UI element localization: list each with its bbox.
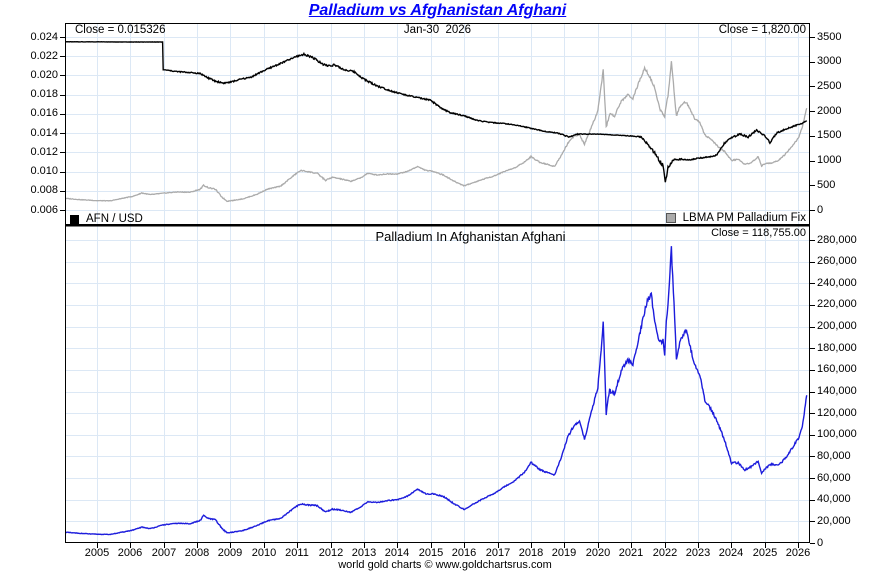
x-axis-year-label: 2012 <box>318 547 344 559</box>
bottom-right-axis-tick-label: 200,000 <box>817 320 857 332</box>
top-left-axis-tick-label: 0.014 <box>30 127 58 139</box>
x-axis-year-label: 2022 <box>652 547 678 559</box>
x-axis-year-label: 2016 <box>451 547 477 559</box>
top-right-axis-tick-label: 0 <box>817 204 824 216</box>
axis-ticks <box>60 37 815 548</box>
top-left-axis-tick-label: 0.020 <box>30 69 58 81</box>
x-axis-year-label: 2015 <box>418 547 444 559</box>
x-axis-year-label: 2008 <box>184 547 210 559</box>
palladium-afn-series-line <box>65 246 808 536</box>
bottom-right-axis-tick-label: 80,000 <box>817 450 851 462</box>
bottom-right-axis-tick-label: 140,000 <box>817 385 857 397</box>
bottom-right-axis-tick-label: 180,000 <box>817 342 857 354</box>
bottom-right-axis-tick-label: 60,000 <box>817 472 851 484</box>
top-right-axis-tick-label: 2500 <box>817 80 842 92</box>
legend-afn-usd: AFN / USD <box>70 213 143 225</box>
x-axis-year-label: 2005 <box>84 547 110 559</box>
x-axis-year-label: 2025 <box>752 547 778 559</box>
bottom-panel-close-label: Close = 118,755.00 <box>711 227 806 239</box>
top-left-axis-tick-label: 0.016 <box>30 107 58 119</box>
top-left-axis-tick-label: 0.012 <box>30 146 58 158</box>
bottom-right-axis-tick-label: 100,000 <box>817 428 857 440</box>
bottom-panel-title: Palladium In Afghanistan Afghani <box>375 229 566 244</box>
x-axis-year-label: 2023 <box>685 547 711 559</box>
top-right-axis-tick-label: 2000 <box>817 105 842 117</box>
top-panel-close-right-label: Close = 1,820.00 <box>718 24 806 36</box>
afn-usd-series-line <box>65 40 808 183</box>
page-title: Palladium vs Afghanistan Afghani <box>308 2 567 19</box>
top-left-axis-tick-label: 0.008 <box>30 184 58 196</box>
bottom-right-axis-tick-label: 120,000 <box>817 407 857 419</box>
x-axis-year-label: 2010 <box>251 547 277 559</box>
x-axis-year-label: 2020 <box>585 547 611 559</box>
x-axis-year-label: 2013 <box>351 547 377 559</box>
x-axis-year-label: 2006 <box>117 547 143 559</box>
bottom-right-axis-tick-label: 0 <box>817 537 824 549</box>
top-left-axis-tick-label: 0.010 <box>30 165 58 177</box>
top-right-axis-tick-label: 1500 <box>817 129 842 141</box>
x-axis-year-label: 2009 <box>217 547 243 559</box>
date-label: Jan-30 2026 <box>403 24 472 36</box>
afn-usd-swatch-icon <box>70 214 79 224</box>
panel-frames <box>65 23 810 543</box>
x-axis-year-label: 2014 <box>384 547 410 559</box>
x-axis-year-label: 2018 <box>518 547 544 559</box>
legend-lbma-palladium-label: LBMA PM Palladium Fix <box>682 212 806 224</box>
bottom-right-axis-tick-label: 240,000 <box>817 277 857 289</box>
bottom-right-axis-tick-label: 220,000 <box>817 298 857 310</box>
bottom-right-axis-tick-label: 40,000 <box>817 493 851 505</box>
x-axis-year-label: 2026 <box>785 547 811 559</box>
top-left-axis-tick-label: 0.018 <box>30 88 58 100</box>
legend-afn-usd-label: AFN / USD <box>86 213 143 225</box>
x-axis-year-label: 2021 <box>618 547 644 559</box>
bottom-right-axis-tick-label: 260,000 <box>817 255 857 267</box>
top-left-axis-tick-label: 0.006 <box>30 204 58 216</box>
palladium-usd-series-line <box>65 61 808 203</box>
bottom-right-axis-tick-label: 280,000 <box>817 234 857 246</box>
top-right-axis-tick-label: 500 <box>817 179 836 191</box>
x-axis-year-label: 2024 <box>718 547 744 559</box>
x-axis-year-label: 2007 <box>151 547 177 559</box>
bottom-right-axis-tick-label: 20,000 <box>817 515 851 527</box>
top-left-axis-tick-label: 0.024 <box>30 31 58 43</box>
top-right-axis-tick-label: 3500 <box>817 31 842 43</box>
x-axis-year-label: 2017 <box>485 547 511 559</box>
x-axis-year-label: 2011 <box>285 547 309 559</box>
top-right-axis-tick-label: 1000 <box>817 154 842 166</box>
legend-lbma-palladium: LBMA PM Palladium Fix <box>665 212 806 224</box>
footer-credit: world gold charts © www.goldchartsrus.co… <box>338 559 552 571</box>
top-panel-close-left-label: Close = 0.015326 <box>75 24 166 36</box>
gridlines <box>65 23 810 543</box>
x-axis-year-label: 2019 <box>551 547 577 559</box>
palladium-swatch-icon <box>665 213 676 223</box>
bottom-right-axis-tick-label: 160,000 <box>817 363 857 375</box>
top-left-axis-tick-label: 0.022 <box>30 50 58 62</box>
top-right-axis-tick-label: 3000 <box>817 55 842 67</box>
